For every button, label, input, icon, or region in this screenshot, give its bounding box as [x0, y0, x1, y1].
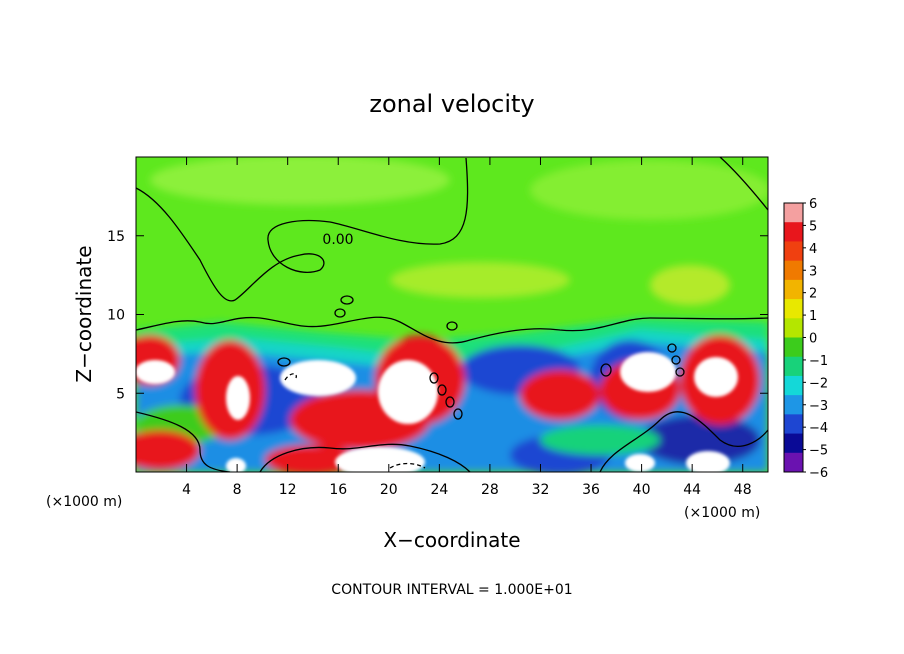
field-pos-core [226, 458, 246, 472]
contour-zero-line [599, 411, 768, 472]
x-axis: 4 8 12 16 20 24 28 32 36 40 44 48 [182, 157, 752, 498]
colorbar-tick-label: −2 [809, 376, 828, 391]
colorbar-swatch [784, 203, 803, 223]
contour-zero-loop [429, 372, 439, 384]
field-pos-core [280, 360, 356, 396]
heatmap-field: 0.00 [136, 157, 768, 472]
field-pos-core [694, 357, 738, 397]
colorbar-swatch [784, 318, 803, 338]
contour-zero-loop [277, 357, 291, 367]
contour-zero-loop [340, 295, 354, 305]
field-upper-yellowish [650, 265, 730, 305]
colorbar-tick-label: −6 [809, 466, 828, 481]
colorbar-tick-label: 2 [809, 287, 817, 302]
contour-zero-line [136, 316, 768, 344]
colorbar-tick-label: −1 [809, 354, 828, 369]
field-neg-core [640, 415, 760, 465]
x-unit-left: (×1000 m) [46, 494, 122, 510]
colorbar-tick-label: 0 [809, 332, 817, 347]
colorbar-swatch [784, 395, 803, 415]
contour-zero-loop [675, 367, 685, 377]
contour-interval-note: CONTOUR INTERVAL = 1.000E+01 [331, 582, 572, 598]
x-tick-label: 32 [532, 482, 550, 498]
y-tick-label: 5 [116, 386, 125, 402]
contour-negative-dashed [284, 373, 297, 381]
y-tick-label: 10 [107, 308, 125, 324]
colorbar-tick-label: −3 [809, 399, 828, 414]
x-tick-label: 4 [182, 482, 191, 498]
field-pos-warm [136, 430, 200, 470]
y-axis: 5 10 15 [107, 229, 768, 402]
x-tick-label: 40 [633, 482, 651, 498]
x-tick-label: 24 [430, 482, 448, 498]
contour-zero-loop [446, 321, 458, 331]
x-axis-label: X−coordinate [383, 528, 520, 552]
contour-label: 0.00 [322, 232, 353, 248]
y-tick-label: 15 [107, 229, 125, 245]
x-tick-label: 8 [233, 482, 242, 498]
x-tick-label: 44 [683, 482, 701, 498]
chart-title: zonal velocity [369, 90, 534, 118]
colorbar-tick-label: 5 [809, 219, 817, 234]
colorbar-swatch [784, 279, 803, 300]
x-tick-label: 16 [329, 482, 347, 498]
colorbar-tick-label: −5 [809, 444, 828, 459]
colorbar-swatch [784, 433, 803, 454]
colorbar-swatch [784, 356, 803, 377]
contour-zero-loop [671, 355, 681, 365]
colorbar-swatch [784, 222, 803, 242]
colorbar-swatch [784, 260, 803, 281]
colorbar-tick-label: 1 [809, 309, 817, 324]
colorbar-swatch [784, 299, 803, 319]
field-upper-light [530, 160, 768, 220]
field-upper-light [150, 157, 450, 205]
field-upper-yellowish [390, 262, 570, 298]
colorbar-tick-label: 6 [809, 197, 817, 212]
contour-zero-loop [445, 396, 455, 408]
x-tick-label: 12 [279, 482, 297, 498]
field-pos-core [625, 454, 655, 472]
y-axis-label: Z−coordinate [72, 245, 96, 382]
field-pos-core [335, 447, 425, 472]
colorbar-tick-label: 3 [809, 264, 817, 279]
field-pos-core [136, 360, 175, 384]
contour-negative-dashed [389, 462, 426, 469]
x-tick-label: 28 [481, 482, 499, 498]
field-green-lower [540, 425, 660, 455]
contour-zero-loop [600, 363, 612, 377]
colorbar-tick-label: 4 [809, 242, 817, 257]
contour-zero-loop [667, 343, 677, 353]
x-tick-label: 48 [734, 482, 752, 498]
field-pos-warm [520, 370, 600, 420]
field-pos-core [226, 376, 250, 420]
colorbar-swatch [784, 241, 803, 262]
colorbar-tick-label: −4 [809, 421, 828, 436]
x-tick-label: 36 [582, 482, 600, 498]
contour-zero-loop [437, 384, 447, 396]
colorbar-swatch [784, 414, 803, 434]
contour-zero-line [719, 157, 768, 211]
colorbar-swatch [784, 375, 803, 396]
colorbar-swatch [784, 337, 803, 358]
contour-zero-loop [334, 308, 346, 318]
contour-zero-line [136, 157, 469, 302]
field-pos-core [686, 451, 730, 472]
colorbar: 6 5 4 3 2 1 0 −1 −2 −3 −4 −5 −6 [783, 197, 828, 481]
contour-zero-line [259, 443, 471, 472]
contour-zero-loop [453, 408, 463, 420]
field-pos-core [378, 360, 438, 424]
contour-zero-line [136, 411, 231, 472]
x-unit-right: (×1000 m) [684, 505, 760, 521]
field-pos-core [620, 352, 676, 392]
colorbar-swatch [784, 452, 803, 473]
x-tick-label: 20 [380, 482, 398, 498]
